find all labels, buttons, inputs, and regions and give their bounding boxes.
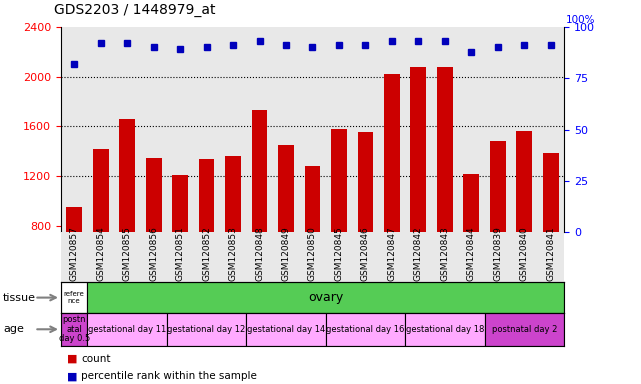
Text: percentile rank within the sample: percentile rank within the sample bbox=[81, 371, 257, 381]
Bar bbox=[517, 131, 532, 326]
Bar bbox=[93, 149, 108, 326]
Bar bbox=[326, 313, 405, 346]
Bar bbox=[490, 141, 506, 326]
Bar bbox=[437, 67, 453, 326]
Bar bbox=[146, 157, 162, 326]
Text: gestational day 12: gestational day 12 bbox=[167, 325, 246, 334]
Bar bbox=[543, 152, 559, 326]
Bar bbox=[246, 313, 326, 346]
Bar bbox=[119, 119, 135, 326]
Bar bbox=[304, 166, 320, 326]
Bar bbox=[87, 313, 167, 346]
Text: gestational day 14: gestational day 14 bbox=[247, 325, 325, 334]
Text: 100%: 100% bbox=[566, 15, 595, 25]
Bar bbox=[485, 313, 564, 346]
Bar bbox=[331, 129, 347, 326]
Bar bbox=[405, 313, 485, 346]
Bar bbox=[199, 159, 215, 326]
Text: GDS2203 / 1448979_at: GDS2203 / 1448979_at bbox=[54, 3, 216, 17]
Text: ■: ■ bbox=[67, 371, 78, 381]
Bar bbox=[66, 207, 82, 326]
Text: ovary: ovary bbox=[308, 291, 344, 304]
Bar bbox=[384, 74, 400, 326]
Text: gestational day 18: gestational day 18 bbox=[406, 325, 484, 334]
Bar bbox=[61, 313, 87, 346]
Bar bbox=[167, 313, 246, 346]
Text: postnatal day 2: postnatal day 2 bbox=[492, 325, 557, 334]
Text: ■: ■ bbox=[67, 354, 78, 364]
Bar bbox=[225, 156, 241, 326]
Bar bbox=[410, 67, 426, 326]
Bar bbox=[463, 174, 479, 326]
Text: tissue: tissue bbox=[3, 293, 36, 303]
Bar bbox=[358, 132, 374, 326]
Bar bbox=[172, 175, 188, 326]
Bar bbox=[251, 110, 267, 326]
Bar bbox=[278, 145, 294, 326]
Text: postn
atal
day 0.5: postn atal day 0.5 bbox=[58, 315, 90, 343]
Bar bbox=[61, 282, 87, 313]
Text: gestational day 16: gestational day 16 bbox=[326, 325, 404, 334]
Text: count: count bbox=[81, 354, 111, 364]
Text: age: age bbox=[3, 324, 24, 334]
Text: refere
nce: refere nce bbox=[63, 291, 85, 304]
Text: gestational day 11: gestational day 11 bbox=[88, 325, 166, 334]
